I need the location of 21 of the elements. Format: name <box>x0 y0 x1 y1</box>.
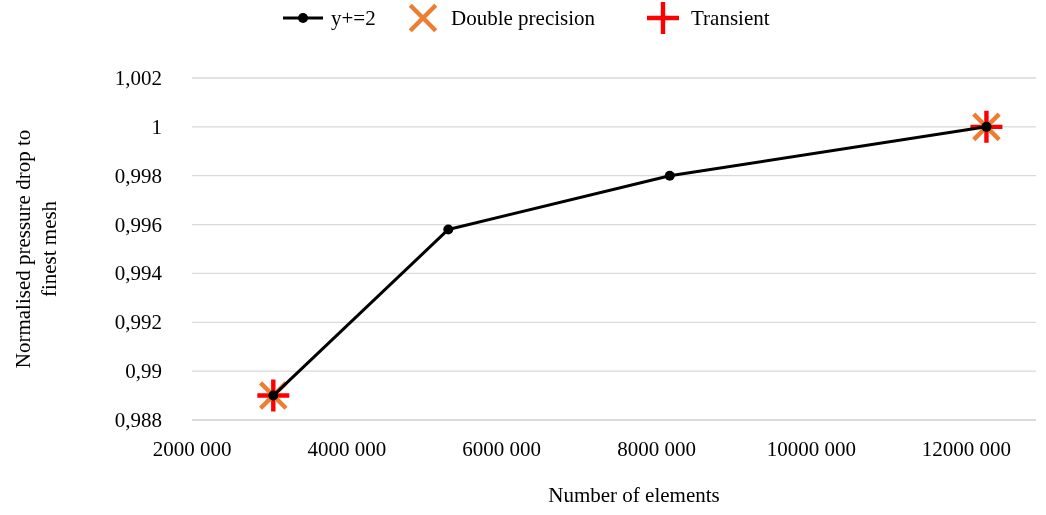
y-tick-label: 0,998 <box>114 163 162 188</box>
legend-label: Transient <box>691 6 770 30</box>
x-tick-label: 8000 000 <box>617 437 696 461</box>
y-tick-label: 0,996 <box>114 212 162 237</box>
point <box>664 170 675 181</box>
y-tick-label: 0,988 <box>114 408 162 432</box>
x-tick-label: 4000 000 <box>307 437 387 461</box>
y-tick-label: 1,002 <box>114 66 162 90</box>
x-tick-label: 2000 000 <box>152 437 232 461</box>
legend-label: y+=2 <box>331 6 376 30</box>
x-tick-label: 10000 000 <box>766 437 857 461</box>
x-tick-label: 6000 000 <box>462 437 542 461</box>
y-tick-label: 0,99 <box>125 359 162 384</box>
y-axis-title: Normalised pressure drop to finest mesh <box>11 129 61 369</box>
y-tick-label: 1 <box>151 114 162 139</box>
y-tick-label: 0,992 <box>114 310 162 335</box>
legend-label: Double precision <box>451 6 596 30</box>
y-tick-label: 0,994 <box>114 261 163 286</box>
x-axis-title: Number of elements <box>548 483 720 507</box>
x-tick-label: 12000 000 <box>921 437 1011 461</box>
point <box>443 224 454 235</box>
